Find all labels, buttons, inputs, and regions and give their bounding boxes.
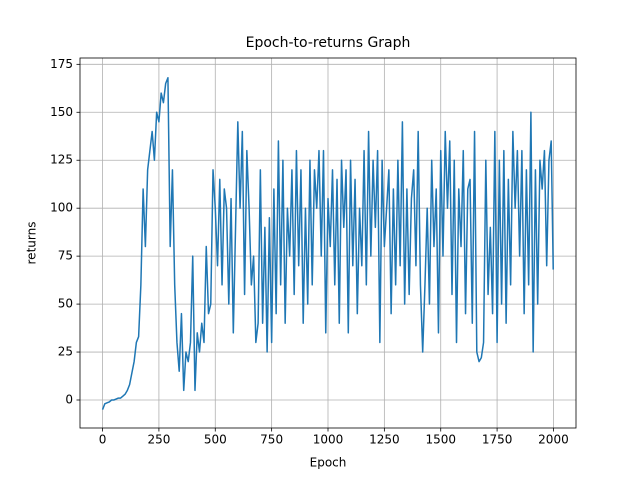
plot-frame [79,57,577,429]
y-tick-label: 125 [50,153,73,167]
y-tick-label: 25 [58,345,73,359]
x-tick-label: 1750 [482,433,513,447]
y-tick-label: 150 [50,105,73,119]
y-tick-label: 50 [58,297,73,311]
x-tick-label: 500 [204,433,227,447]
y-tick-label: 100 [50,201,73,215]
x-tick-label: 0 [99,433,107,447]
chart-title: Epoch-to-returns Graph [246,35,411,51]
x-tick-label: 1500 [425,433,456,447]
x-tick-label: 2000 [538,433,569,447]
y-axis-label: returns [25,222,39,265]
x-tick-label: 250 [147,433,170,447]
x-tick-label: 1250 [369,433,400,447]
line-series [101,77,554,410]
y-tick-label: 75 [58,249,73,263]
y-tick-label: 175 [50,57,73,71]
x-tick-label: 750 [260,433,283,447]
y-tick-label: 0 [65,392,73,406]
x-tick-label: 1000 [313,433,344,447]
x-axis-label: Epoch [310,456,347,470]
